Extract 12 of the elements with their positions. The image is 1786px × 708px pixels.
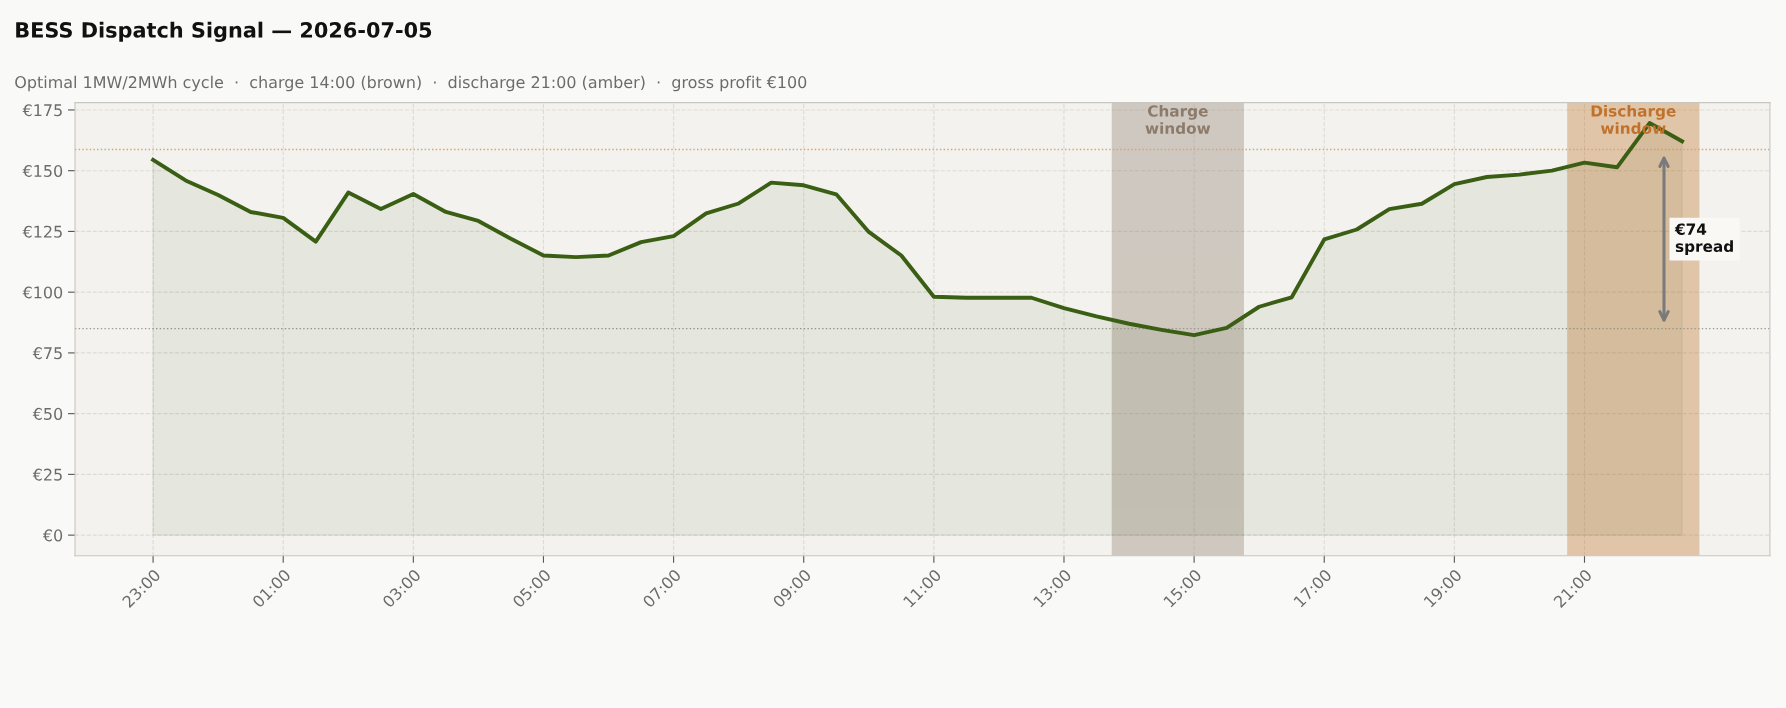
y-tick-label: €150 [22, 164, 63, 177]
band-label: Charge window [1145, 104, 1211, 134]
annotation: €74 spread [1674, 223, 1733, 256]
y-tick-label: €100 [22, 286, 63, 299]
y-tick-label: €25 [32, 468, 62, 481]
y-tick-label: €125 [22, 225, 62, 238]
y-tick-label: €175 [22, 104, 62, 117]
y-tick-label: €75 [32, 347, 62, 360]
y-tick-label: €0 [42, 529, 63, 542]
chart-title: BESS Dispatch Signal — 2026-07-05 [16, 21, 432, 43]
y-tick-label: €50 [32, 407, 63, 420]
chart-subtitle: Optimal 1MW/2MWh cycle · charge 14:00 (brown) · discharge 21:00 (amber) · gross profit €100 [15, 75, 807, 92]
